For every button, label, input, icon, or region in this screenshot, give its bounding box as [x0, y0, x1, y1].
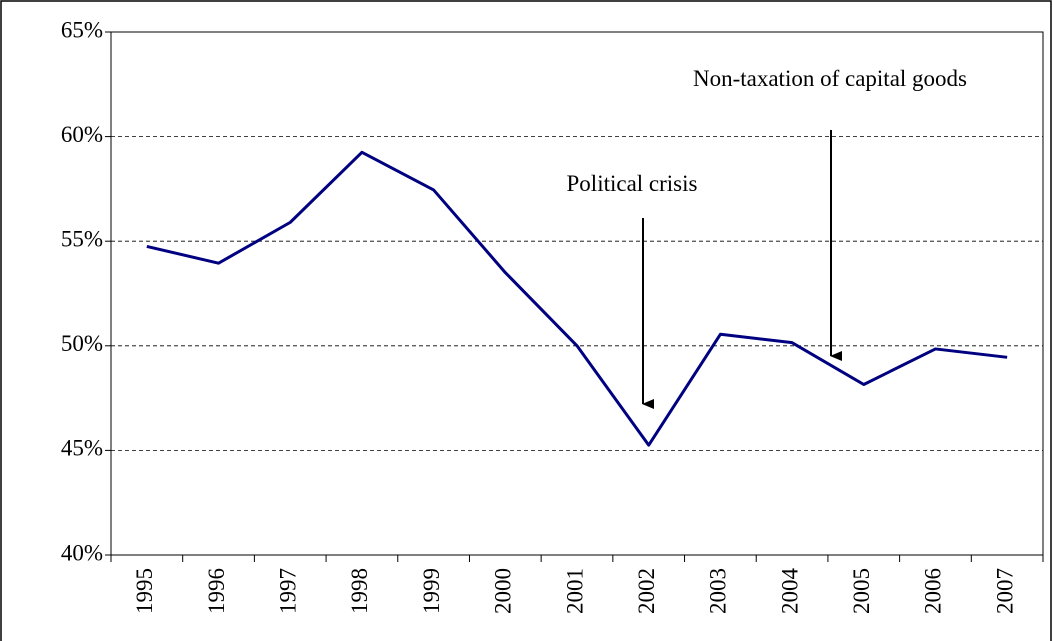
x-tick-label: 1998 — [347, 568, 372, 614]
x-tick-label: 2003 — [706, 568, 731, 614]
y-tick-label: 55% — [61, 226, 103, 251]
x-tick-label: 1995 — [132, 568, 157, 614]
line-series — [146, 150, 1008, 447]
x-tick-label: 2006 — [921, 568, 946, 614]
y-tick-label: 45% — [61, 436, 103, 461]
x-tick-label: 2007 — [992, 568, 1017, 614]
x-tick-label: 1996 — [204, 568, 229, 614]
x-tick-label: 2004 — [777, 568, 802, 615]
x-tick-label: 1999 — [419, 568, 444, 614]
x-tick-label: 1997 — [276, 568, 301, 614]
y-tick-label: 50% — [61, 331, 103, 356]
annotation: Non-taxation of capital goods — [692, 66, 967, 91]
x-tick-label: 2001 — [562, 568, 587, 614]
x-tick-label: 2000 — [491, 568, 516, 614]
y-tick-label: 65% — [61, 17, 103, 42]
x-tick-label: 2002 — [634, 568, 659, 614]
y-tick-label: 40% — [61, 540, 103, 565]
y-tick-label: 60% — [61, 122, 103, 147]
x-tick-label: 2005 — [849, 568, 874, 614]
annotation: Political crisis — [566, 171, 698, 196]
plot-frame — [110, 31, 1044, 556]
